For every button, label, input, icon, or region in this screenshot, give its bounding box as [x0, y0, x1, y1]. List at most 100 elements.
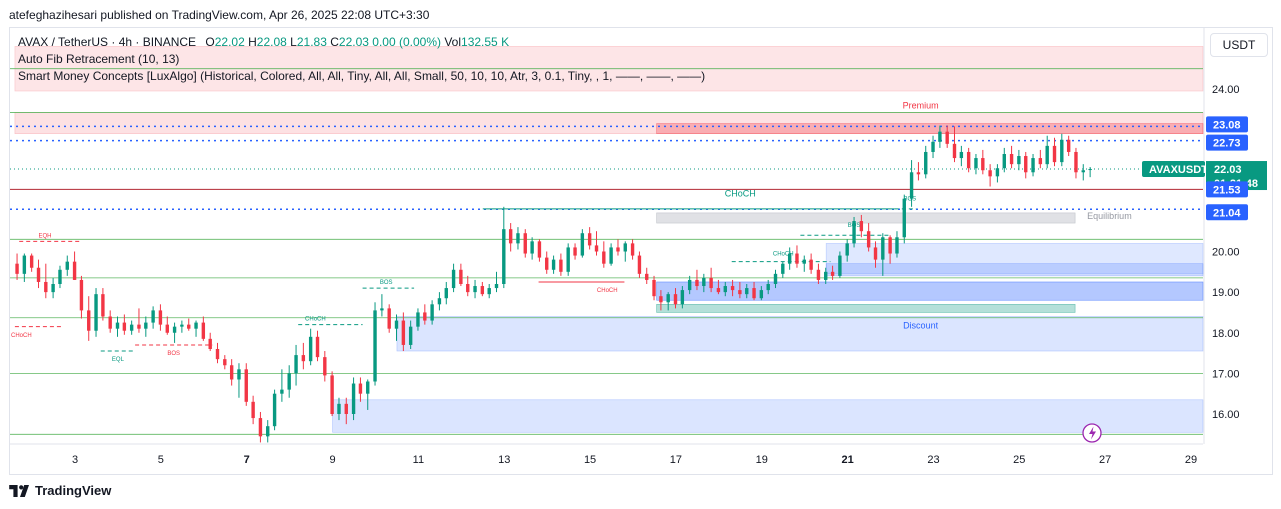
discount-band3	[656, 304, 1076, 313]
y-tick-label: 16.00	[1212, 409, 1240, 421]
candle	[201, 316, 206, 341]
candle-body	[852, 221, 856, 244]
candle	[502, 206, 506, 289]
candle-body	[180, 324, 184, 327]
candle-body	[366, 381, 370, 394]
x-axis: 3 5 7 9 11 13 15 17 19 21 23 25 27 29	[10, 28, 1205, 466]
candle-body	[480, 286, 485, 295]
candle-body	[931, 141, 935, 152]
candle	[716, 279, 721, 295]
candle-body	[759, 290, 764, 299]
candle-body	[487, 288, 491, 295]
candle	[637, 251, 642, 278]
legend-symbol[interactable]: AVAX / TetherUS · 4h · BINANCE	[18, 35, 197, 49]
x-tick-label: 3	[72, 454, 78, 466]
x-tick-label: 23	[927, 454, 939, 466]
candle	[587, 227, 592, 250]
candle-body	[909, 172, 914, 199]
price-label: 21.04	[1206, 204, 1248, 221]
candle-body	[387, 308, 391, 329]
candle	[702, 273, 706, 293]
candle	[94, 288, 98, 337]
candle-body	[44, 281, 48, 293]
discount-band2	[656, 281, 1204, 301]
candle	[924, 145, 928, 179]
candle-body	[22, 255, 27, 274]
candle	[995, 164, 1000, 183]
candle	[244, 363, 248, 406]
candle-body	[645, 273, 649, 280]
candle-body	[129, 324, 134, 331]
candle-body	[315, 336, 320, 358]
candle-body	[122, 322, 127, 331]
candle	[229, 359, 234, 386]
candle	[437, 292, 442, 311]
candle-body	[158, 310, 163, 325]
candle-body	[580, 233, 585, 256]
candle	[22, 253, 27, 282]
candle-body	[394, 320, 399, 329]
candle	[187, 318, 191, 331]
candle	[65, 255, 69, 276]
candle-body	[981, 158, 985, 171]
annotation-label: BOS	[167, 351, 180, 357]
candle-body	[51, 284, 55, 293]
candle-body	[36, 267, 41, 282]
value-close: 22.03	[338, 35, 369, 49]
levels-layer	[10, 68, 1203, 435]
legend-indicator-fib[interactable]: Auto Fib Retracement (10, 13)	[18, 52, 180, 66]
candle	[931, 135, 935, 159]
candle	[545, 251, 549, 274]
candle-body	[587, 233, 592, 246]
candle	[616, 239, 620, 256]
candle	[430, 300, 434, 325]
alert-icon[interactable]	[1082, 423, 1102, 443]
candle-body	[408, 326, 413, 345]
candle	[594, 231, 599, 256]
candle	[423, 304, 427, 325]
label-volume: Vol	[444, 35, 462, 49]
candle-body	[537, 241, 542, 258]
candle	[881, 233, 885, 276]
candle	[652, 275, 656, 301]
y-tick-label: 18.00	[1212, 328, 1240, 340]
price-labels: 23.0822.73AVAXUSDT22.0301:21:4821.5321.0…	[1142, 116, 1267, 221]
candle	[523, 229, 527, 258]
candle	[824, 267, 828, 284]
candle-body	[29, 255, 34, 268]
chart-frame[interactable]	[9, 27, 1273, 475]
candle-body	[337, 403, 341, 414]
candle-body	[380, 308, 384, 311]
candle	[559, 253, 563, 276]
footer-brand[interactable]: TradingView	[9, 483, 111, 498]
candle-body	[144, 322, 148, 329]
candle	[280, 369, 284, 402]
price-label-text: 21.04	[1213, 207, 1241, 219]
candle	[180, 320, 184, 333]
candle-body	[687, 279, 692, 291]
candle	[1052, 137, 1057, 167]
candle	[623, 241, 627, 262]
candle-body	[244, 369, 248, 402]
candle	[573, 243, 577, 260]
legend-indicator-smc[interactable]: Smart Money Concepts [LuxAlgo] (Historic…	[18, 69, 706, 83]
price-label: 21.53	[1206, 181, 1248, 198]
candles-layer	[15, 125, 1092, 443]
candle-body	[294, 355, 298, 374]
candle-body	[330, 375, 334, 414]
value-low: 21.83	[296, 35, 327, 49]
currency-button[interactable]: USDT	[1210, 33, 1268, 57]
candle	[380, 294, 384, 317]
candle-body	[787, 253, 792, 264]
candle-body	[924, 151, 928, 175]
candle	[723, 281, 727, 297]
candle-body	[745, 288, 749, 295]
candle	[444, 281, 448, 305]
candle-body	[280, 389, 284, 394]
candle	[473, 279, 477, 299]
candle-body	[1031, 158, 1035, 173]
candle-body	[94, 294, 98, 331]
annotation-label: EQL	[112, 357, 125, 363]
candle-body	[845, 243, 849, 256]
